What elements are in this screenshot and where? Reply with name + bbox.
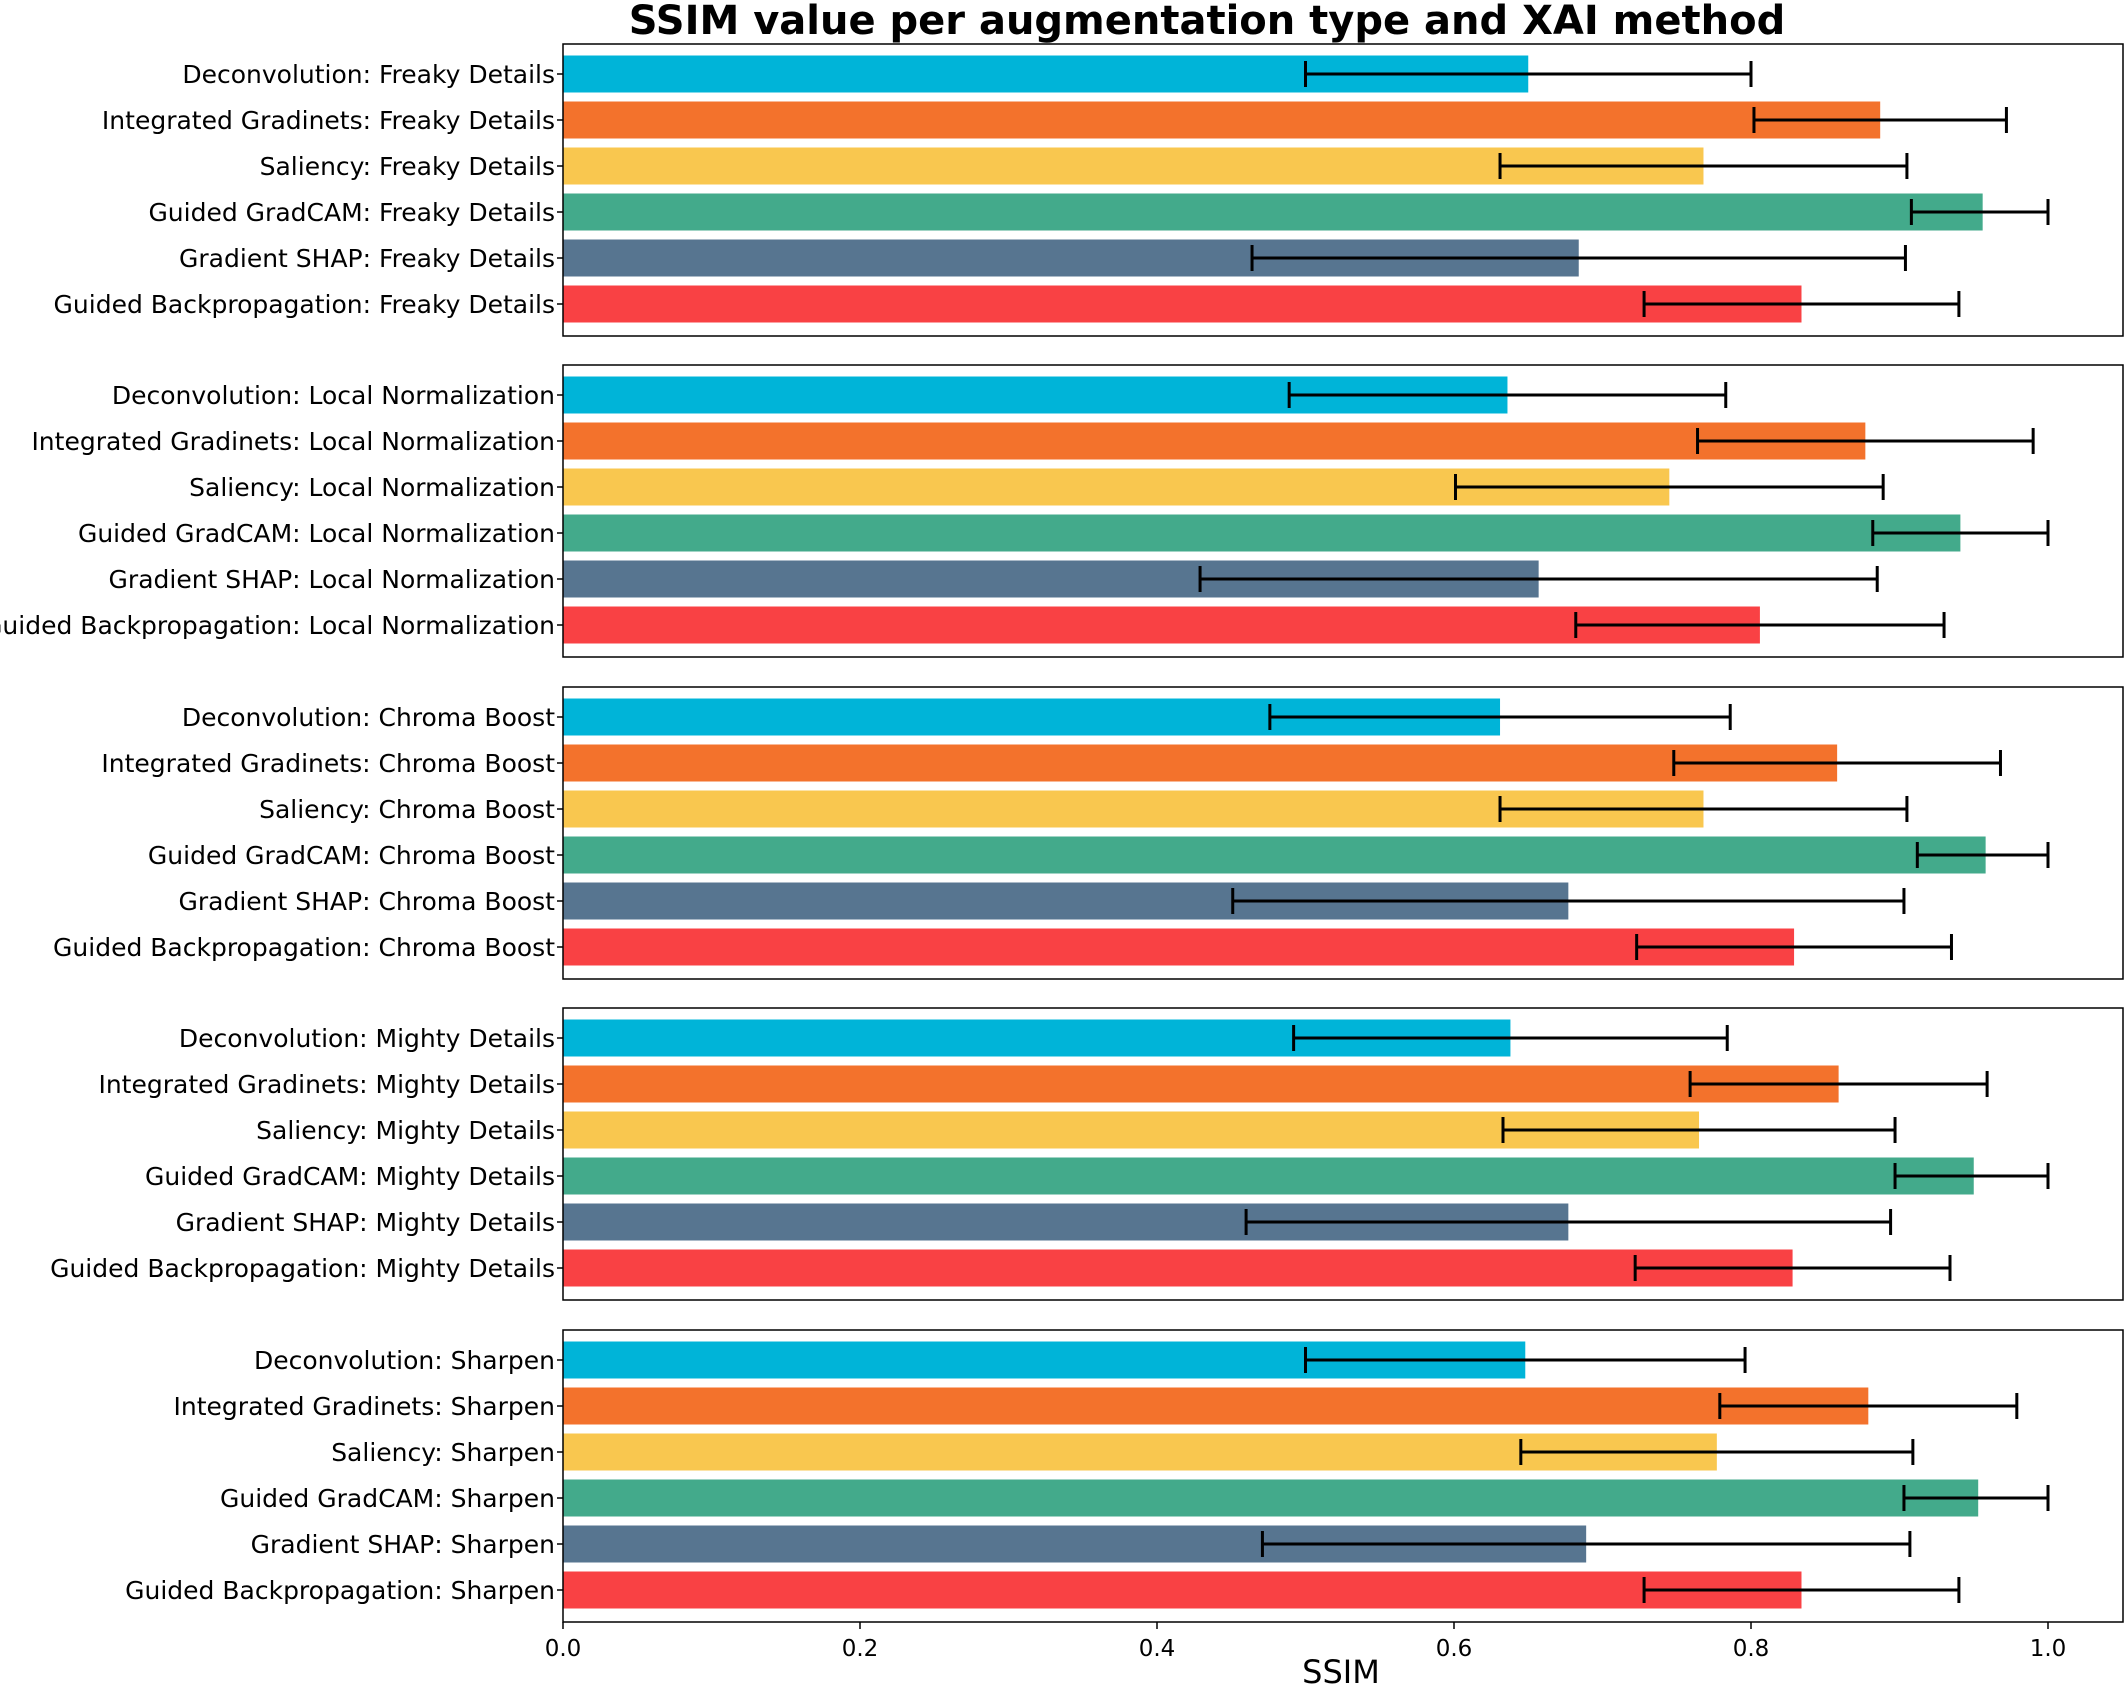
y-tick-label: Guided Backpropagation: Freaky Details: [54, 290, 555, 319]
y-tick-label: Saliency: Sharpen: [331, 1438, 555, 1467]
x-axis-label: SSIM: [1302, 1653, 1380, 1691]
x-tick-label: 0.8: [1733, 1636, 1770, 1662]
bar: [563, 1387, 1869, 1425]
y-tick-label: Deconvolution: Mighty Details: [179, 1024, 555, 1053]
x-tick-label: 1.0: [2030, 1636, 2067, 1662]
x-tick-label: 0.0: [545, 1636, 582, 1662]
y-tick-label: Guided GradCAM: Chroma Boost: [148, 841, 555, 870]
panel: Deconvolution: Sharpen Integrated Gradine…: [125, 1329, 2124, 1623]
y-tick-label: Integrated Gradinets: Mighty Details: [98, 1070, 555, 1099]
y-tick-label: Guided GradCAM: Local Normalization: [78, 519, 555, 548]
bar: [563, 744, 1838, 782]
bar: [563, 1249, 1793, 1287]
y-tick-label: Guided GradCAM: Mighty Details: [145, 1162, 555, 1191]
bar: [563, 1065, 1839, 1103]
panel-frame: [562, 43, 2124, 337]
bar: [563, 285, 1802, 323]
bar: [563, 193, 1983, 231]
y-tick-label: Gradient SHAP: Mighty Details: [176, 1208, 555, 1237]
panel-frame: [562, 364, 2124, 658]
panel: Deconvolution: Local Normalization Integr…: [0, 364, 2124, 658]
panel: Deconvolution: Mighty Details Integrated …: [50, 1007, 2124, 1301]
y-tick-label: Integrated Gradinets: Chroma Boost: [101, 749, 555, 778]
panel-frame: [562, 1007, 2124, 1301]
bar: [563, 422, 1866, 460]
bar: [563, 514, 1961, 552]
panel: Deconvolution: Chroma Boost Integrated Gr…: [53, 686, 2124, 980]
bar: [563, 1571, 1802, 1609]
y-tick-label: Guided GradCAM: Freaky Details: [148, 198, 555, 227]
bar: [563, 1157, 1974, 1195]
bar: [563, 928, 1795, 966]
bar: [563, 1479, 1979, 1517]
chart-title: SSIM value per augmentation type and XAI…: [629, 0, 1785, 44]
y-tick-label: Guided GradCAM: Sharpen: [220, 1484, 555, 1513]
y-tick-label: Saliency: Mighty Details: [256, 1116, 555, 1145]
y-tick-label: Saliency: Freaky Details: [260, 152, 555, 181]
panel-frame: [562, 686, 2124, 980]
panels: Deconvolution: Freaky Details Integrated …: [0, 43, 2124, 1623]
x-tick-label: 0.2: [842, 1636, 879, 1662]
y-tick-label: Deconvolution: Sharpen: [254, 1346, 555, 1375]
y-tick-label: Saliency: Local Normalization: [189, 473, 555, 502]
bar: [563, 101, 1881, 139]
panel: Deconvolution: Freaky Details Integrated …: [54, 43, 2124, 337]
x-tick-label: 0.4: [1139, 1636, 1176, 1662]
y-tick-label: Gradient SHAP: Local Normalization: [109, 565, 555, 594]
y-tick-label: Guided Backpropagation: Sharpen: [125, 1576, 555, 1605]
y-tick-label: Gradient SHAP: Sharpen: [251, 1530, 555, 1559]
x-tick-label: 0.6: [1436, 1636, 1473, 1662]
x-axis: 0.0 0.2 0.4 0.6 0.8 1.0: [545, 1622, 2067, 1662]
bar: [563, 606, 1760, 644]
y-tick-label: Guided Backpropagation: Chroma Boost: [53, 933, 555, 962]
y-tick-label: Integrated Gradinets: Freaky Details: [102, 106, 555, 135]
bar: [563, 836, 1986, 874]
y-tick-label: Integrated Gradinets: Local Normalizatio…: [31, 427, 555, 456]
y-tick-label: Deconvolution: Chroma Boost: [182, 703, 555, 732]
y-tick-label: Integrated Gradinets: Sharpen: [174, 1392, 555, 1421]
y-tick-label: Deconvolution: Freaky Details: [182, 60, 555, 89]
panel-frame: [562, 1329, 2124, 1623]
y-tick-label: Saliency: Chroma Boost: [259, 795, 555, 824]
y-tick-label: Guided Backpropagation: Local Normalizat…: [0, 611, 555, 640]
y-tick-label: Gradient SHAP: Chroma Boost: [179, 887, 556, 916]
y-tick-label: Deconvolution: Local Normalization: [112, 381, 555, 410]
y-tick-label: Guided Backpropagation: Mighty Details: [50, 1254, 555, 1283]
y-tick-label: Gradient SHAP: Freaky Details: [179, 244, 555, 273]
